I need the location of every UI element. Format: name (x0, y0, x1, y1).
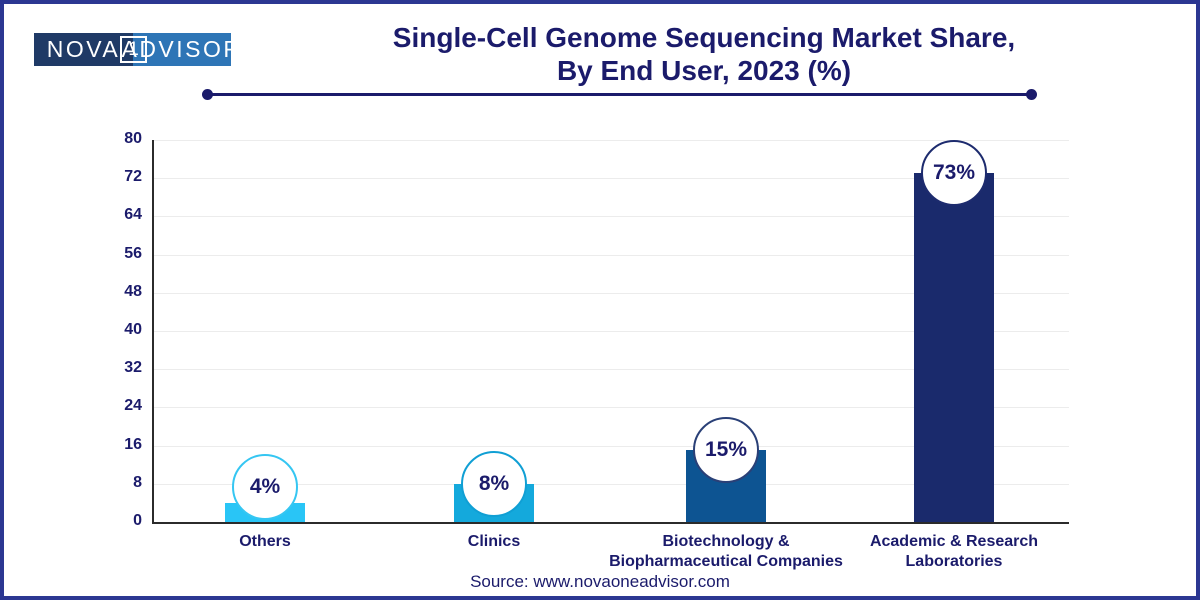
y-tick-label: 80 (124, 130, 142, 147)
gridline (154, 369, 1069, 370)
y-tick-label: 40 (124, 321, 142, 338)
title-underline (207, 93, 1031, 96)
value-label: 8% (478, 472, 510, 495)
bar-chart-plot-area: 0 8 16 24 32 40 48 56 64 72 80 4% Others 8% Clinics 15%… (4, 4, 1196, 596)
logo-left-segment: NOVA (34, 33, 133, 66)
gridline (154, 255, 1069, 256)
gridline (154, 331, 1069, 332)
source-credit: Source: www.novaoneadvisor.com (470, 572, 730, 591)
gridline (154, 178, 1069, 179)
gridline (154, 407, 1069, 408)
chart-title-line1: Single-Cell Genome Sequencing Market Sha… (392, 22, 1016, 53)
y-tick-label: 24 (124, 397, 142, 414)
value-label: 4% (249, 475, 281, 498)
value-label: 15% (704, 438, 748, 461)
y-tick-label: 56 (124, 245, 142, 262)
value-circle: 4% (232, 454, 298, 520)
logo-number-badge: 1 (120, 36, 147, 63)
value-circle: 73% (921, 140, 987, 206)
nova-one-advisor-logo: NOVA ADVISOR 1 (34, 33, 240, 66)
gridline (154, 216, 1069, 217)
gridline (154, 293, 1069, 294)
value-circle: 15% (693, 417, 759, 483)
y-tick-label: 16 (124, 436, 142, 453)
x-category-label: Clinics (467, 533, 521, 550)
y-tick-label: 8 (133, 474, 142, 491)
y-tick-label: 72 (124, 168, 142, 185)
bar (914, 173, 994, 522)
gridline (154, 484, 1069, 485)
logo-text-right: ADVISOR (121, 36, 243, 62)
x-category-label: Others (239, 533, 291, 550)
x-axis-line (152, 522, 1069, 524)
chart-title-line2: By End User, 2023 (%) (556, 55, 852, 86)
logo-right-segment: ADVISOR (121, 33, 240, 66)
y-tick-label: 0 (133, 512, 142, 529)
gridline (154, 446, 1069, 447)
logo-text-left: NOVA (46, 36, 121, 62)
gridline (154, 140, 1069, 141)
y-tick-label: 32 (124, 359, 142, 376)
value-label: 73% (932, 161, 976, 184)
chart-title: Single-Cell Genome Sequencing Market Sha… (244, 21, 1164, 87)
y-axis-line (152, 140, 154, 524)
x-category-label: Academic & Research Laboratories (869, 533, 1039, 570)
value-circle: 8% (461, 451, 527, 517)
x-category-label: Biotechnology & Biopharmaceutical Compan… (609, 533, 843, 570)
underline-left-dot (202, 89, 213, 100)
y-tick-label: 48 (124, 283, 142, 300)
underline-right-dot (1026, 89, 1037, 100)
y-tick-label: 64 (124, 206, 142, 223)
